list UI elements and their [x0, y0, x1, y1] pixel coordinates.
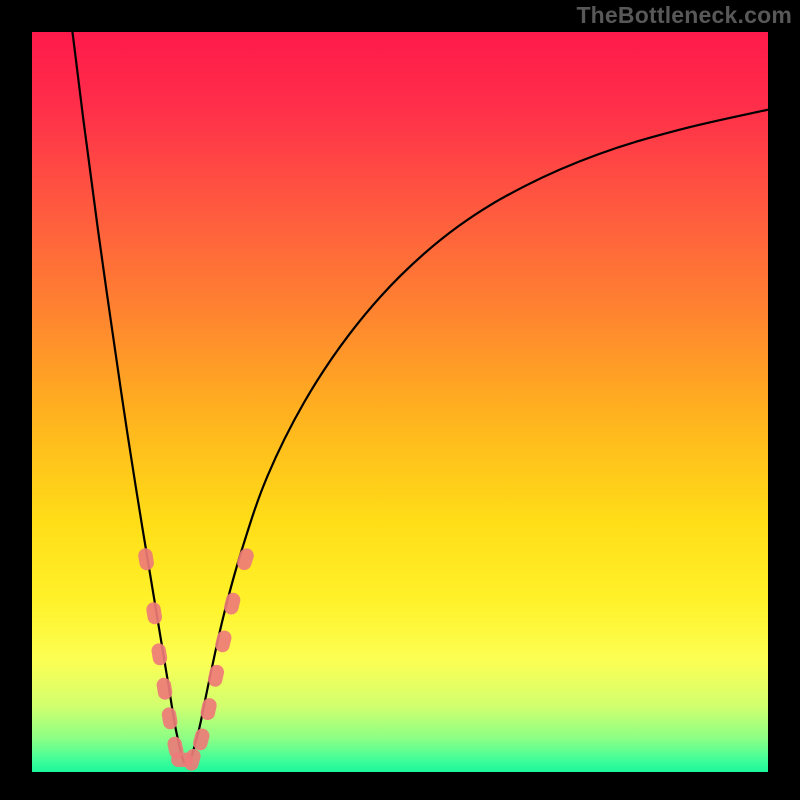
- gradient-background: [32, 32, 768, 772]
- plot-svg: [0, 0, 800, 800]
- chart-stage: TheBottleneck.com: [0, 0, 800, 800]
- watermark-text: TheBottleneck.com: [576, 2, 792, 29]
